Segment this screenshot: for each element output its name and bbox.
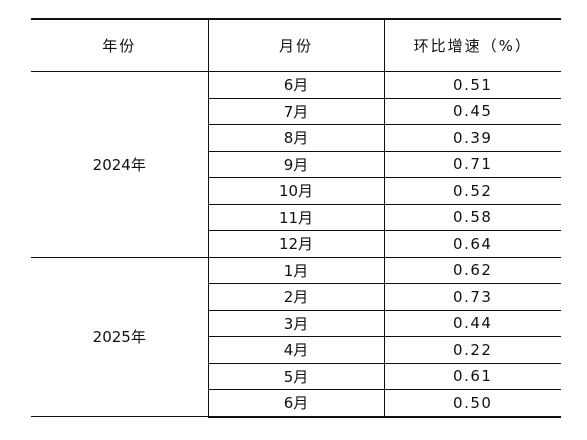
month-cell: 5月 xyxy=(207,363,384,390)
growth-rate-table: 年份 月份 环比增速（%） 2024年 6月 0.51 7月 0.45 8月 0… xyxy=(31,18,561,418)
table-row: 2月 0.73 xyxy=(31,283,561,311)
year-cell: 2025年 xyxy=(31,257,208,417)
rate-cell: 0.73 xyxy=(383,283,561,311)
rate-cell: 0.45 xyxy=(383,98,561,125)
month-cell: 6月 xyxy=(207,389,384,418)
table-row: 9月 0.71 xyxy=(31,151,561,178)
rate-cell: 0.71 xyxy=(383,151,561,178)
rate-cell: 0.50 xyxy=(383,389,561,418)
rate-cell: 0.51 xyxy=(383,71,561,99)
month-cell: 3月 xyxy=(207,310,384,337)
header-row: 年份 月份 环比增速（%） xyxy=(31,18,561,72)
table-row: 2024年 6月 0.51 xyxy=(31,71,561,258)
year-group-2024: 2024年 6月 0.51 7月 0.45 8月 0.39 9月 0.71 10… xyxy=(31,71,561,258)
table-row: 5月 0.61 xyxy=(31,363,561,390)
table-row: 3月 0.44 xyxy=(31,310,561,337)
month-cell: 2月 xyxy=(207,283,384,311)
table-row: 7月 0.45 xyxy=(31,98,561,125)
month-cell: 10月 xyxy=(207,177,384,205)
rate-cell: 0.44 xyxy=(383,310,561,337)
month-cell: 11月 xyxy=(207,204,384,231)
year-cell: 2024年 xyxy=(31,71,208,258)
month-cell: 4月 xyxy=(207,336,384,364)
rate-cell: 0.22 xyxy=(383,336,561,364)
rate-cell: 0.58 xyxy=(383,204,561,231)
month-cell: 7月 xyxy=(207,98,384,125)
table-row: 10月 0.52 xyxy=(31,177,561,205)
header-rate: 环比增速（%） xyxy=(383,18,561,72)
rate-cell: 0.62 xyxy=(383,257,561,284)
table-row: 8月 0.39 xyxy=(31,124,561,152)
table-row: 6月 0.50 xyxy=(31,389,561,418)
header-year: 年份 xyxy=(31,18,208,72)
rate-cell: 0.61 xyxy=(383,363,561,390)
month-cell: 6月 xyxy=(207,71,384,99)
header-month: 月份 xyxy=(207,18,384,72)
table-row: 11月 0.58 xyxy=(31,204,561,231)
rate-cell: 0.64 xyxy=(383,230,561,258)
table-row: 4月 0.22 xyxy=(31,336,561,364)
table-row: 2025年 1月 0.62 xyxy=(31,257,561,417)
table-row: 12月 0.64 xyxy=(31,230,561,258)
year-group-2025: 2025年 1月 0.62 2月 0.73 3月 0.44 4月 0.22 5月… xyxy=(31,257,561,418)
rate-cell: 0.39 xyxy=(383,124,561,152)
table-header: 年份 月份 环比增速（%） xyxy=(31,18,561,72)
month-cell: 8月 xyxy=(207,124,384,152)
month-cell: 9月 xyxy=(207,151,384,178)
month-cell: 12月 xyxy=(207,230,384,258)
month-cell: 1月 xyxy=(207,257,384,284)
rate-cell: 0.52 xyxy=(383,177,561,205)
